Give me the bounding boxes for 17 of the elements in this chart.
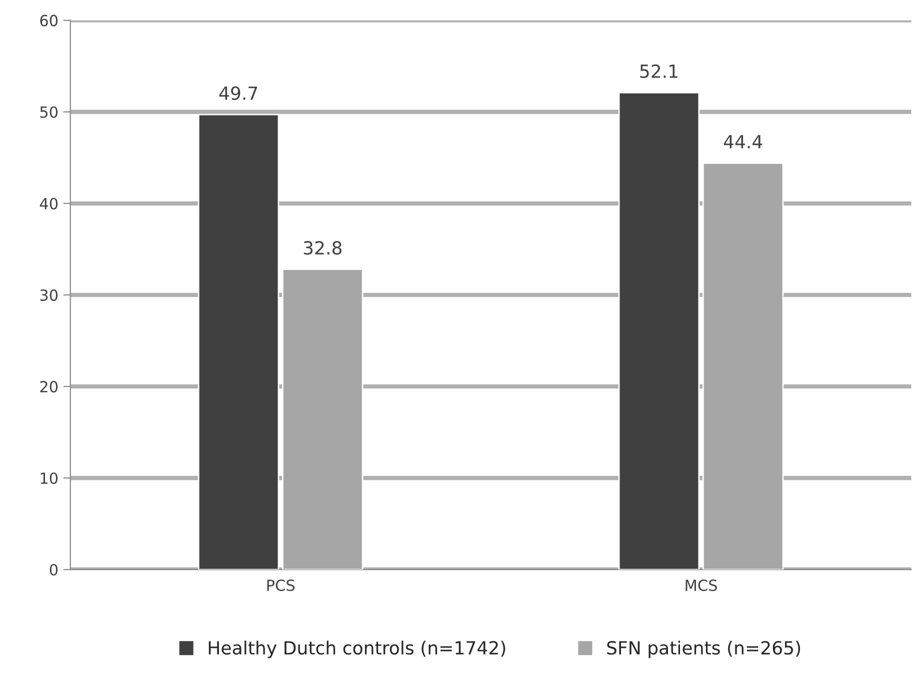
y-tick-label: 60 (40, 14, 58, 26)
x-tick-label: PCS (267, 580, 295, 592)
y-tick-label: 40 (40, 198, 58, 210)
y-tick-label: 10 (40, 472, 58, 484)
bar (198, 114, 280, 570)
legend-label: SFN patients (n=265) (607, 640, 800, 658)
data-label: 49.7 (219, 86, 258, 100)
data-label: 52.1 (640, 64, 678, 78)
bar (618, 92, 700, 570)
x-tick-label: MCS (686, 580, 717, 592)
y-tick-label: 0 (50, 564, 58, 576)
legend-label: Healthy Dutch controls (n=1742) (208, 640, 506, 658)
y-tick-label: 30 (40, 289, 58, 301)
y-tick-label: 50 (40, 106, 58, 118)
data-label: 44.4 (724, 135, 762, 148)
y-tick-label: 20 (40, 380, 58, 392)
data-label: 32.8 (304, 241, 342, 255)
